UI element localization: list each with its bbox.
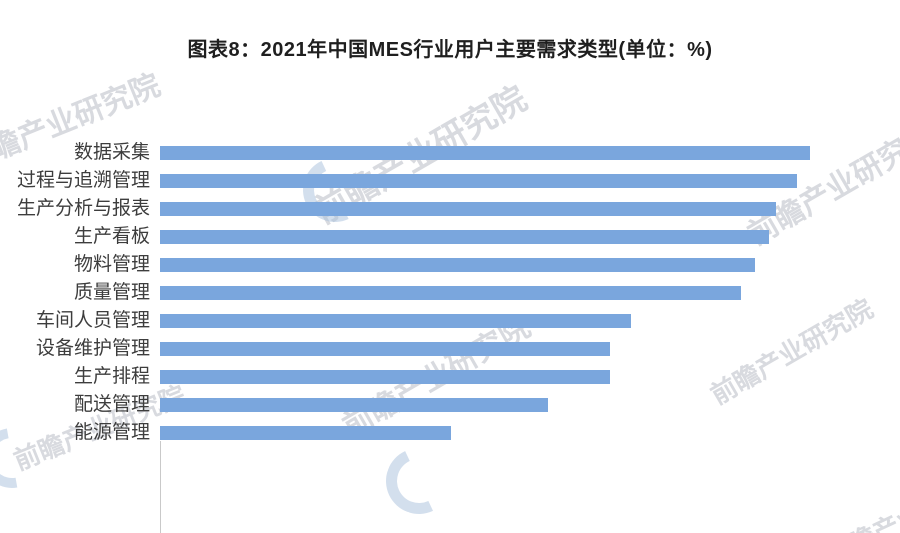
bar	[160, 314, 631, 328]
bar	[160, 202, 776, 216]
bar-track	[160, 370, 852, 384]
bar-track	[160, 202, 852, 216]
bar	[160, 258, 756, 272]
bar-rows: 数据采集 过程与追溯管理 生产分析与报表 生产看板 物料管理 质量管理	[0, 139, 900, 447]
bar	[160, 426, 451, 440]
bar-track	[160, 230, 852, 244]
bar-track	[160, 314, 852, 328]
bar-track	[160, 146, 852, 160]
category-label: 物料管理	[73, 254, 150, 275]
category-label: 数据采集	[73, 142, 150, 163]
category-label: 过程与追溯管理	[16, 170, 150, 191]
bar	[160, 398, 548, 412]
bar	[160, 370, 610, 384]
y-axis-line	[160, 441, 161, 533]
bar-row: 车间人员管理	[0, 307, 900, 335]
bar-row: 过程与追溯管理	[0, 167, 900, 195]
watermark: 前瞻产业研究院	[820, 465, 900, 533]
watermark-logo-icon	[376, 438, 462, 524]
chart-title: 图表8：2021年中国MES行业用户主要需求类型(单位：%)	[187, 39, 713, 61]
bar-row: 数据采集	[0, 139, 900, 167]
bar	[160, 230, 769, 244]
bar-track	[160, 258, 852, 272]
bar-row: 生产排程	[0, 363, 900, 391]
category-label: 能源管理	[73, 422, 150, 443]
bar	[160, 146, 811, 160]
bar-row: 配送管理	[0, 391, 900, 419]
category-label: 生产分析与报表	[16, 198, 150, 219]
category-label: 设备维护管理	[35, 338, 150, 359]
bar-track	[160, 426, 852, 440]
bar-track	[160, 342, 852, 356]
bar	[160, 174, 797, 188]
bar-row: 物料管理	[0, 251, 900, 279]
bar-track	[160, 286, 852, 300]
category-label: 生产看板	[73, 226, 150, 247]
bar	[160, 342, 610, 356]
bar-track	[160, 174, 852, 188]
bar-row: 质量管理	[0, 279, 900, 307]
bar	[160, 286, 742, 300]
bar-row: 生产分析与报表	[0, 195, 900, 223]
bar-row: 生产看板	[0, 223, 900, 251]
category-label: 质量管理	[73, 282, 150, 303]
bar-row: 能源管理	[0, 419, 900, 447]
category-label: 生产排程	[73, 366, 150, 387]
category-label: 配送管理	[73, 394, 150, 415]
category-label: 车间人员管理	[35, 310, 150, 331]
bar-track	[160, 398, 852, 412]
bar-row: 设备维护管理	[0, 335, 900, 363]
